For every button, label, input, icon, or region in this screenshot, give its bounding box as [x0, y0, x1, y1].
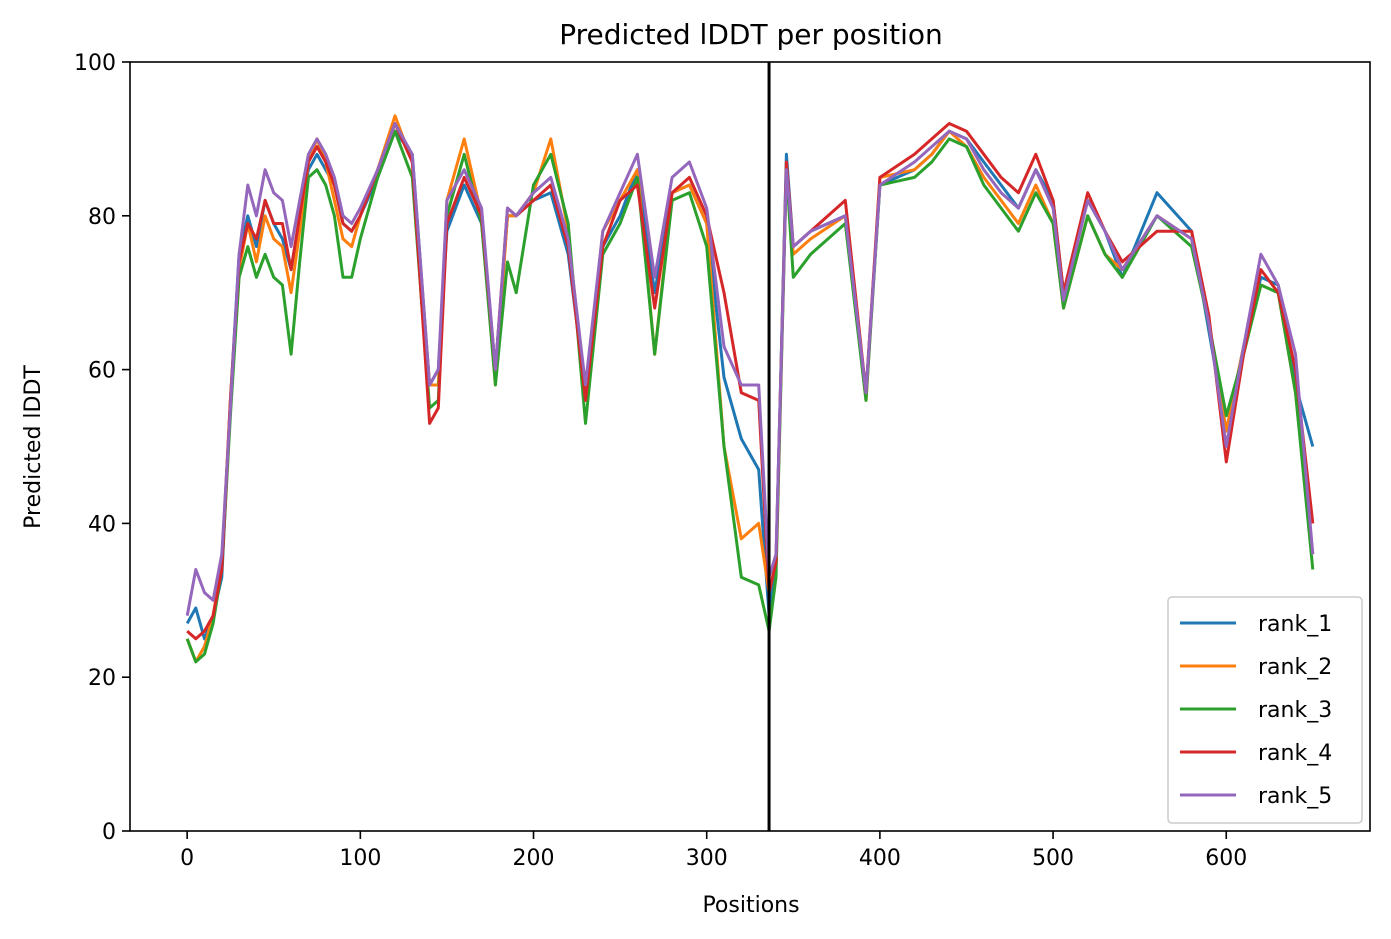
legend-label: rank_2: [1258, 655, 1332, 680]
x-tick-label: 200: [513, 846, 555, 871]
x-axis-label: Positions: [702, 893, 799, 918]
x-tick-label: 100: [339, 846, 381, 871]
x-tick-label: 300: [686, 846, 728, 871]
legend-box: [1167, 596, 1363, 824]
x-axis: 0 100 200 300 400 500 600: [180, 831, 1247, 871]
x-tick-label: 0: [180, 846, 194, 871]
legend: rank_1 rank_2 rank_3 rank_4 rank_5: [1167, 596, 1363, 824]
y-tick-label: 20: [88, 666, 116, 691]
x-tick-label: 600: [1205, 846, 1247, 871]
x-tick-label: 500: [1032, 846, 1074, 871]
x-tick-label: 400: [859, 846, 901, 871]
y-tick-label: 80: [88, 205, 116, 230]
y-tick-label: 0: [102, 820, 116, 845]
plot-frame: [129, 61, 1371, 832]
series-line-rank-5: [185, 122, 1315, 616]
legend-label: rank_4: [1258, 741, 1332, 766]
legend-label: rank_1: [1258, 612, 1332, 637]
plot-area: [129, 61, 1371, 832]
y-tick-label: 100: [74, 51, 116, 76]
chart-title: Predicted lDDT per position: [559, 18, 943, 51]
legend-label: rank_5: [1258, 784, 1332, 809]
legend-label: rank_3: [1258, 698, 1332, 723]
y-tick-label: 40: [88, 512, 116, 537]
y-tick-label: 60: [88, 359, 116, 384]
y-axis: 0 20 40 60 80 100: [74, 51, 130, 845]
y-axis-label: Predicted lDDT: [21, 365, 46, 529]
